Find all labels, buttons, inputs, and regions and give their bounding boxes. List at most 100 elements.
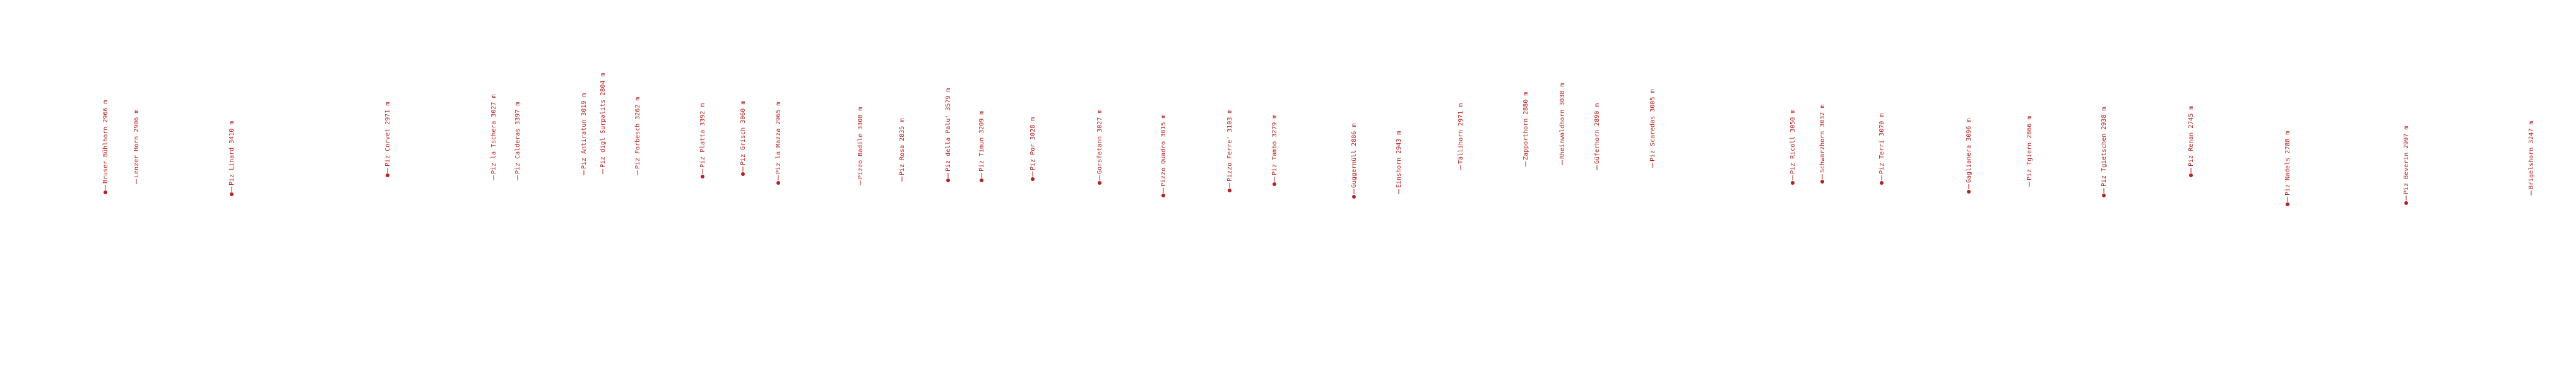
peak-marker: Piz Timun 3209 m [978,111,985,182]
peak-label: Piz Por 3028 m [1030,117,1036,170]
peak-label: Piz Nadels 2788 m [2284,131,2291,196]
peak-label: Schwarzhorn 3032 m [1819,105,1826,173]
peak-marker: Güferhorn 2890 m [1594,103,1601,170]
peaks-layer: Bruser Bühlhorn 2966 m Lenzer Horn 2906 m… [102,73,2535,206]
peak-label: Piz digl Surpalits 2804 m [600,73,607,168]
peak-marker: Piz Calderas 3397 m [514,102,521,180]
peak-label: Piz Renan 2745 m [2188,106,2195,166]
peak-label: Pizzo Badile 3308 m [857,107,864,179]
peak-dot [1820,180,1824,184]
peak-dot [1273,182,1276,186]
peak-label: Tällihorn 2971 m [1457,103,1464,164]
peak-marker: Piz Terri 3070 m [1879,114,1885,185]
peak-marker: Piz digl Surpalits 2804 m [600,73,607,174]
peak-label: Piz Platta 3392 m [699,103,706,168]
peak-label: Gorsfetann 3027 m [1096,110,1103,174]
peak-marker: Piz Tgietschen 2938 m [2101,107,2108,197]
peak-marker: Piz Renan 2745 m [2188,106,2195,177]
peak-dot [1228,189,1232,192]
peak-label: Zapporthorn 2880 m [1522,92,1529,160]
peak-marker: Gaglianera 3096 m [1966,119,1973,194]
peak-label: Lenzer Horn 2906 m [133,110,140,178]
peak-label: Pizzo Quadro 3015 m [1160,115,1167,187]
peak-label: Güferhorn 2890 m [1594,103,1601,164]
peak-label: Piz Scaredas 3005 m [1649,90,1656,161]
peak-marker: Piz Forbesch 3262 m [634,97,641,175]
peak-dot [2102,194,2106,197]
peak-label: Piz Antiratun 3019 m [581,93,588,169]
peak-marker: Pizzo Badile 3308 m [857,107,864,185]
peak-label: Piz della Palu' 3579 m [945,88,952,172]
peak-label: Piz Terri 3070 m [1879,114,1885,174]
peak-marker: Piz Tgiern 2866 m [2026,116,2033,187]
peak-marker: Piz Rosa 2835 m [899,119,906,182]
peak-marker: Piz Tambo 3279 m [1271,115,1278,186]
peak-label: Einshorn 2943 m [1396,131,1403,188]
peak-label: Bruser Bühlhorn 2966 m [102,100,109,184]
peak-dot [1791,181,1795,185]
peak-label: Piz la Mazza 2965 m [775,102,782,174]
peak-dot [104,190,107,194]
peak-marker: Einshorn 2943 m [1396,131,1403,194]
peak-dot [701,175,704,178]
peak-dot [2286,202,2289,206]
peak-marker: Pizzo Quadro 3015 m [1160,115,1167,197]
peak-label: Brigelshorn 3247 m [2528,121,2535,189]
peak-marker: Piz Scaredas 3005 m [1649,90,1656,168]
peak-label: Piz Corvet 2971 m [384,102,391,166]
peak-dot [1031,177,1035,181]
peak-label: Gaglianera 3096 m [1966,119,1973,183]
peak-label: Piz Tgietschen 2938 m [2101,107,2108,187]
peak-marker: Piz Antiratun 3019 m [581,93,588,175]
peak-marker: Piz Por 3028 m [1030,117,1036,181]
peak-marker: Tällihorn 2971 m [1457,103,1464,170]
peak-label: Piz Tgiern 2866 m [2026,116,2033,180]
peak-dot [1352,195,1356,199]
peak-dot [1880,181,1884,185]
peak-dot [946,178,950,182]
peak-marker: Lenzer Horn 2906 m [133,110,140,184]
peak-label: Piz Beverin 2997 m [2403,126,2410,194]
peak-dot [2404,201,2408,205]
peak-label: Piz Grisch 3060 m [740,101,747,165]
peak-label: Rheinwaldhorn 3038 m [1559,83,1566,159]
peak-label: Piz Calderas 3397 m [514,102,521,174]
peak-marker: Piz Beverin 2997 m [2403,126,2410,205]
peak-label: Pizzo Ferre' 3103 m [1226,110,1233,182]
peak-label: Piz Tambo 3279 m [1271,115,1278,175]
peak-label: Piz Rosa 2835 m [899,119,906,175]
peak-marker: Piz Nadels 2788 m [2284,131,2291,206]
peak-marker: Piz la Mazza 2965 m [775,102,782,185]
peak-marker: Piz Linard 3410 m [229,121,235,196]
peak-dot [386,173,389,177]
peak-dot [1161,194,1165,197]
peak-marker: Piz Grisch 3060 m [740,101,747,176]
peak-marker: Bruser Bühlhorn 2966 m [102,100,109,194]
peak-marker: Piz Corvet 2971 m [384,102,391,177]
peak-marker: Piz Ricoll 3050 m [1790,110,1796,185]
peak-dot [980,178,983,182]
peak-marker: Zapporthorn 2880 m [1522,92,1529,166]
peak-dot [741,172,745,176]
peak-label: Piz Forbesch 3262 m [634,97,641,169]
peak-marker: Schwarzhorn 3032 m [1819,105,1826,184]
peak-marker: Gorsfetann 3027 m [1096,110,1103,185]
peak-marker: Piz della Palu' 3579 m [945,88,952,182]
peak-dot [1098,181,1101,185]
peak-label: Piz Ricoll 3050 m [1790,110,1796,174]
peak-marker: Pizzo Ferre' 3103 m [1226,110,1233,192]
peak-marker: Rheinwaldhorn 3038 m [1559,83,1566,165]
peak-marker: Guggernüll 2886 m [1351,124,1358,199]
peak-label: Piz Linard 3410 m [229,121,235,185]
peak-marker: Piz Platta 3392 m [699,103,706,178]
peak-dot [230,192,234,196]
peak-dot [2189,173,2193,177]
peak-dot [1967,190,1971,194]
peak-label: Piz la Tschera 3027 m [490,95,497,174]
peak-label: Guggernüll 2886 m [1351,124,1358,188]
peak-dot [776,181,780,185]
peak-label: Piz Timun 3209 m [978,111,985,172]
peak-marker: Brigelshorn 3247 m [2528,121,2535,196]
peak-marker: Piz la Tschera 3027 m [490,95,497,180]
